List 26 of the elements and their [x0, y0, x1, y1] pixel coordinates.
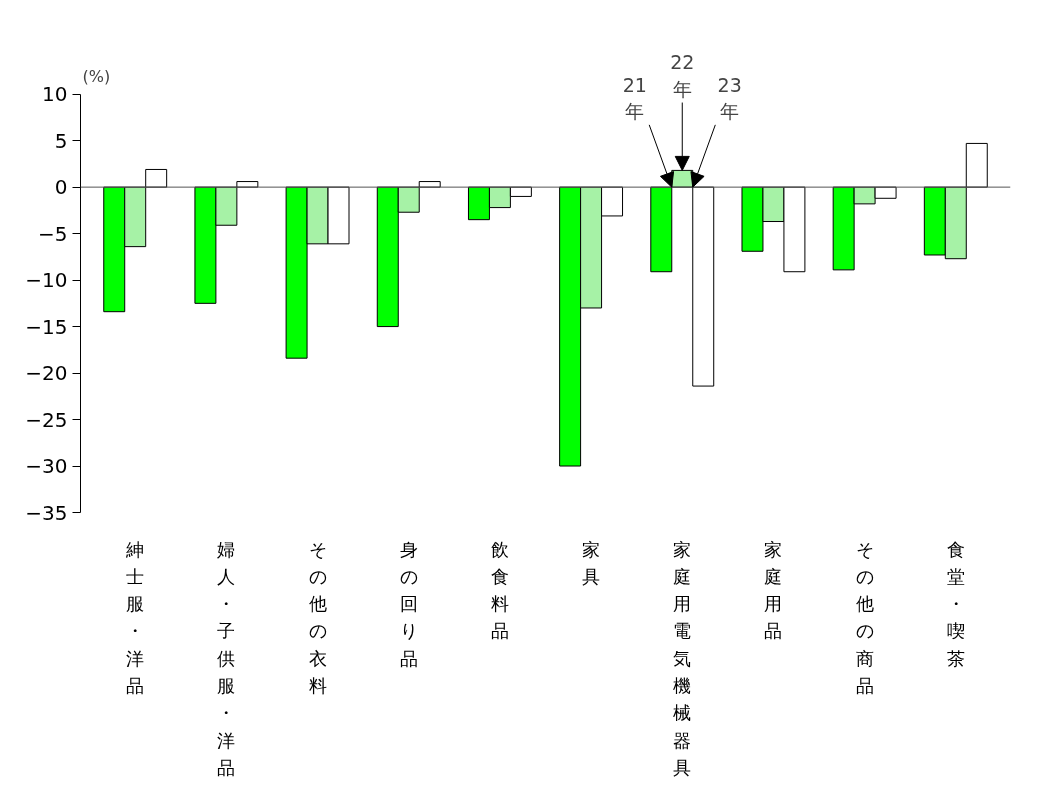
- y-tick-label: −10: [25, 268, 68, 293]
- y-tick-label: 10: [42, 82, 68, 107]
- y-tick-label: −5: [38, 221, 68, 246]
- y-tick-label: −20: [25, 361, 68, 386]
- y-tick-label: 5: [54, 128, 68, 153]
- x-tick-label: 紳士服・洋品: [125, 538, 145, 696]
- x-tick-label: 家具: [582, 538, 601, 587]
- y-tick-label: −25: [25, 407, 68, 432]
- x-tick-label: 身の回り品: [399, 538, 418, 669]
- category-label: 婦人・子供服・洋品: [217, 538, 236, 778]
- x-tick-label: その他の衣料: [308, 538, 327, 696]
- bar: [145, 168, 168, 188]
- y-tick-label: −35: [25, 500, 68, 525]
- text: 22年: [670, 51, 695, 100]
- y-tick-label: −30: [25, 454, 68, 479]
- x-tick-label: 家庭用品: [764, 538, 783, 642]
- y-axis-title: (%): [82, 67, 111, 87]
- y-tick-label: 0: [54, 175, 68, 200]
- x-tick-label: 食堂・喫茶: [946, 538, 965, 669]
- text: 23年: [717, 73, 742, 123]
- bar: [965, 142, 988, 188]
- x-tick-label: 飲食料品: [490, 538, 509, 642]
- x-tick-label: その他の商品: [855, 538, 874, 696]
- category-label: 家庭用電気機械器具: [673, 538, 692, 778]
- text: 21年: [622, 73, 647, 123]
- y-tick-label: −15: [25, 314, 68, 339]
